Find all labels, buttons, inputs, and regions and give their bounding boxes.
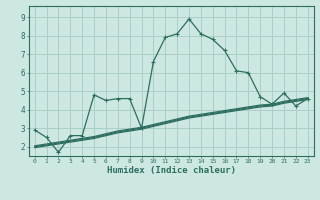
X-axis label: Humidex (Indice chaleur): Humidex (Indice chaleur) [107, 166, 236, 175]
